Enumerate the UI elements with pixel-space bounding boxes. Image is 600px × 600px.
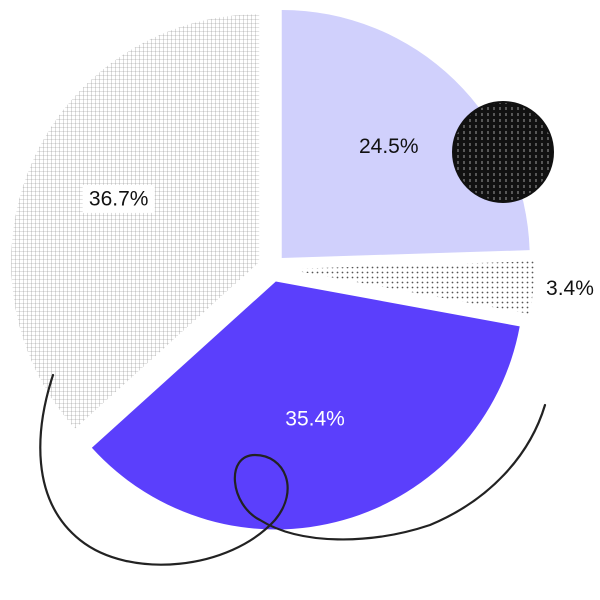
accent-circle [452,101,554,203]
slice-labels: 24.5% 3.4% 35.4% 36.7% [82,135,594,430]
pie-slices [11,9,534,530]
slice-label-background [82,184,155,213]
pie-slice-245 [281,9,530,258]
swirl-line [39,373,547,566]
slice-label-34: 3.4% [546,277,594,300]
slice-label-367: 36.7% [89,187,149,210]
slice-label-354: 35.4% [285,407,345,430]
pie-slice-34 [285,261,534,314]
slice-label-245: 24.5% [359,135,419,158]
pie-slice-367 [11,14,260,429]
pie-slice-354 [91,281,520,530]
